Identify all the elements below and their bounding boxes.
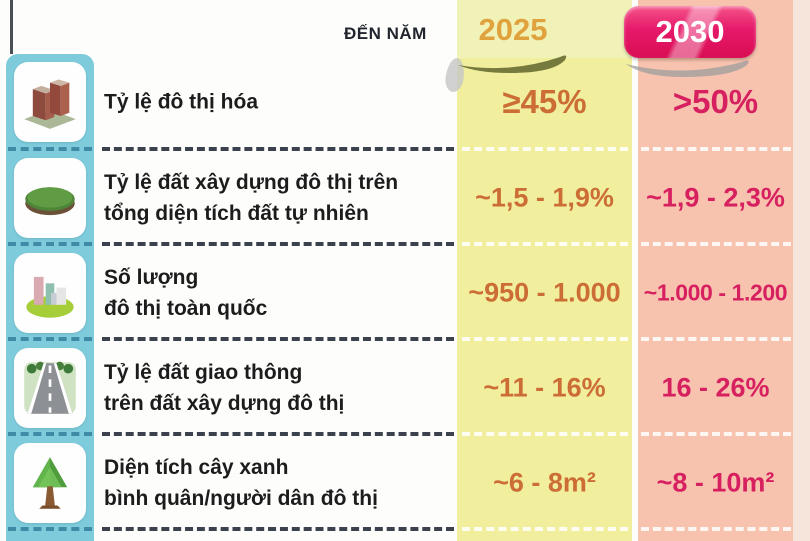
land-plot-icon	[25, 186, 75, 215]
value-2030: ~1.000 - 1.200	[643, 279, 788, 305]
tab-2030: 2030	[624, 6, 756, 58]
row-label-line: trên đất xây dựng đô thị	[104, 391, 345, 415]
icon-tile	[14, 252, 86, 333]
value-2025: ~950 - 1.000	[468, 277, 621, 307]
value-2025: ~6 - 8m²	[493, 467, 596, 497]
row-label-line: Diện tích cây xanh	[104, 455, 289, 479]
row-label-line: Tỷ lệ đô thị hóa	[104, 90, 259, 114]
row-label: Tỷ lệ đất giao thông trên đất xây dựng đ…	[104, 357, 454, 419]
icon-tile	[14, 442, 86, 523]
column-2025-background	[457, 0, 632, 541]
icon-tile	[14, 62, 86, 142]
road-icon	[24, 361, 76, 414]
row-label: Tỷ lệ đô thị hóa	[104, 87, 454, 118]
table-row: Tỷ lệ đô thị hóa ≥45% >50%	[0, 54, 810, 150]
row-label-line: Số lượng	[104, 265, 199, 289]
row-label-line: tổng diện tích đất tự nhiên	[104, 201, 369, 225]
row-label-line: bình quân/người dân đô thị	[104, 486, 378, 510]
row-label-line: Tỷ lệ đất giao thông	[104, 360, 303, 384]
tab-2025-swoosh	[455, 50, 575, 79]
row-label: Số lượng đô thị toàn quốc	[104, 262, 454, 324]
value-2030: 16 - 26%	[661, 372, 770, 402]
frame-line	[10, 0, 13, 54]
value-2030: ~1,9 - 2,3%	[646, 182, 785, 212]
tab-2030-swoosh	[622, 52, 758, 83]
row-label: Tỷ lệ đất xây dựng đô thị trên tổng diện…	[104, 167, 454, 229]
icon-tile	[14, 347, 86, 428]
table-row: Tỷ lệ đất xây dựng đô thị trên tổng diện…	[0, 150, 810, 245]
row-label: Diện tích cây xanh bình quân/người dân đ…	[104, 452, 454, 514]
value-2025: ~11 - 16%	[483, 372, 606, 402]
value-2025: ≥45%	[502, 83, 587, 120]
tab-2030-label: 2030	[655, 14, 725, 49]
row-label-line: Tỷ lệ đất xây dựng đô thị trên	[104, 170, 399, 194]
value-2025: ~1,5 - 1,9%	[475, 182, 614, 212]
right-edge-strip	[793, 0, 810, 541]
column-2025-header-background	[457, 0, 632, 58]
value-2030: >50%	[672, 83, 759, 120]
row-label-line: đô thị toàn quốc	[104, 296, 268, 320]
tab-2025: 2025	[478, 12, 548, 47]
city-buildings-icon	[26, 276, 74, 318]
table-row: Diện tích cây xanh bình quân/người dân đ…	[0, 435, 810, 530]
tree-icon	[32, 456, 68, 509]
buildings-icon	[24, 79, 76, 129]
value-2030: ~8 - 10m²	[656, 467, 775, 497]
table-row: Số lượng đô thị toàn quốc ~950 - 1.000 ~…	[0, 245, 810, 340]
column-2030-background	[638, 0, 793, 541]
table-row: Tỷ lệ đất giao thông trên đất xây dựng đ…	[0, 340, 810, 435]
header-label: ĐẾN NĂM	[344, 24, 427, 43]
icon-tile	[14, 157, 86, 238]
